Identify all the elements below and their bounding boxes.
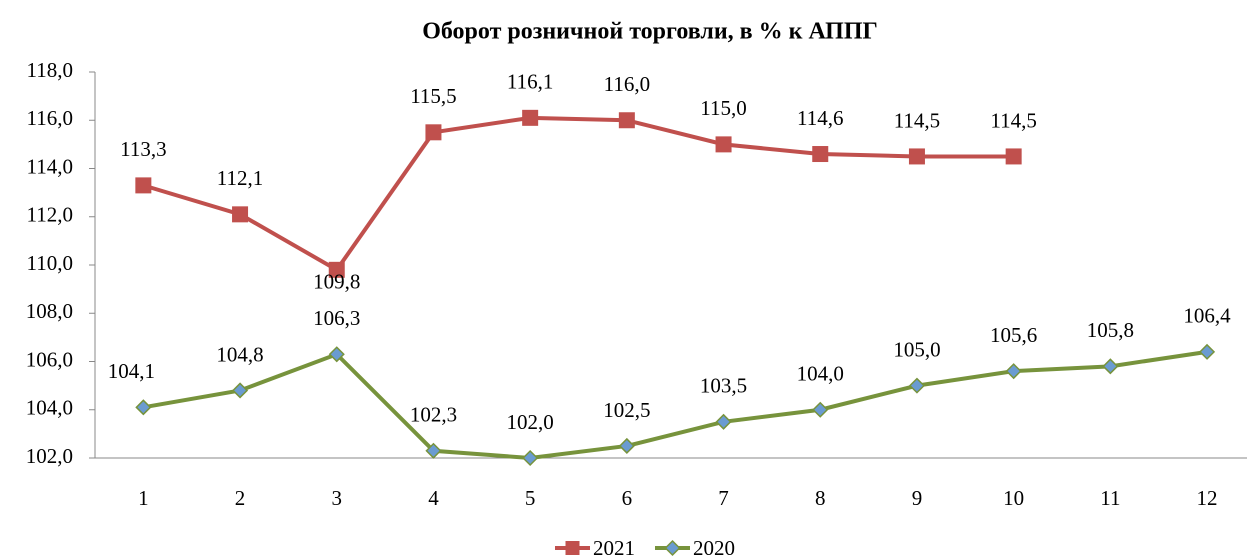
marker [328, 346, 345, 363]
data-label: 109,8 [313, 270, 360, 294]
marker [618, 112, 635, 129]
marker [231, 382, 249, 399]
data-label: 116,1 [507, 70, 553, 94]
marker [715, 136, 732, 153]
x-tick-label: 5 [525, 486, 536, 510]
x-tick-label: 2 [235, 486, 246, 510]
data-label: 105,8 [1087, 318, 1134, 342]
marker [715, 413, 732, 430]
y-tick-label: 112,0 [27, 203, 73, 227]
data-label: 103,5 [700, 374, 747, 398]
legend-label: 2020 [693, 536, 735, 560]
x-tick-label: 10 [1003, 486, 1024, 510]
y-tick-label: 104,0 [26, 396, 73, 420]
marker [664, 539, 681, 557]
marker [232, 206, 249, 223]
data-label: 105,6 [990, 323, 1037, 347]
y-tick-label: 118,0 [27, 58, 73, 82]
x-tick-label: 7 [718, 486, 729, 510]
data-label: 102,3 [410, 403, 457, 427]
marker [1005, 363, 1022, 380]
data-label: 106,3 [313, 306, 360, 330]
x-tick-label: 12 [1197, 486, 1218, 510]
marker [135, 399, 152, 416]
marker [1102, 358, 1119, 375]
x-tick-label: 6 [622, 486, 633, 510]
data-label: 112,1 [217, 166, 263, 190]
data-label: 105,0 [893, 337, 940, 361]
data-label: 104,0 [797, 362, 844, 386]
data-label: 102,5 [603, 398, 650, 422]
y-tick-label: 106,0 [26, 347, 73, 371]
series-line [142, 115, 1014, 273]
marker [565, 541, 580, 555]
data-label: 104,1 [108, 359, 155, 383]
x-tick-label: 11 [1100, 486, 1120, 510]
data-label: 115,0 [700, 96, 746, 120]
y-tick-label: 102,0 [26, 444, 73, 468]
data-label: 106,4 [1183, 304, 1231, 328]
marker [908, 377, 926, 394]
data-label: 114,6 [797, 106, 843, 130]
y-tick-label: 108,0 [26, 299, 73, 323]
y-tick-label: 116,0 [27, 106, 73, 130]
x-tick-label: 4 [428, 486, 439, 510]
x-tick-label: 8 [815, 486, 826, 510]
data-label: 114,5 [894, 108, 940, 132]
marker [135, 177, 152, 194]
x-tick-label: 3 [332, 486, 343, 510]
marker [425, 124, 442, 141]
marker [908, 148, 925, 165]
series-line [143, 349, 1208, 461]
marker [618, 437, 635, 454]
y-tick-label: 110,0 [27, 251, 73, 275]
marker [425, 442, 442, 459]
marker [522, 449, 539, 467]
data-label: 114,5 [990, 108, 1036, 132]
marker [328, 261, 345, 278]
data-label: 113,3 [120, 137, 166, 161]
data-label: 102,0 [507, 410, 554, 434]
x-tick-label: 9 [912, 486, 923, 510]
chart-title: Оборот розничной торговли, в % к АППГ [422, 19, 878, 45]
marker [1005, 148, 1022, 165]
y-tick-label: 114,0 [27, 154, 73, 178]
marker [1198, 343, 1216, 360]
marker [812, 146, 829, 163]
marker [522, 109, 539, 126]
legend-label: 2021 [593, 536, 635, 560]
x-tick-label: 1 [138, 486, 149, 510]
data-label: 116,0 [604, 72, 650, 96]
data-label: 104,8 [216, 342, 263, 366]
marker [812, 401, 829, 418]
data-label: 115,5 [410, 84, 456, 108]
